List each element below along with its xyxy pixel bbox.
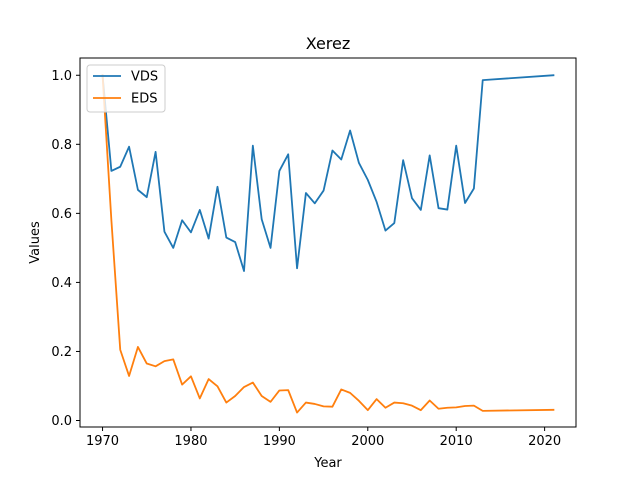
- y-tick-label: 0.6: [51, 207, 72, 222]
- x-tick-label: 2000: [351, 434, 384, 449]
- x-tick-label: 1990: [263, 434, 296, 449]
- y-tick-label: 0.4: [51, 276, 72, 291]
- plot-frame: [79, 57, 577, 428]
- y-axis-label: Values: [28, 221, 43, 264]
- chart-title: Xerez: [306, 34, 351, 53]
- y-tick-label: 0.0: [51, 414, 72, 429]
- plot-area: [79, 57, 577, 428]
- x-axis: 1970 1980 1990 2000 2010 2020: [86, 427, 561, 449]
- x-axis-label: Year: [313, 456, 342, 471]
- x-tick-label: 2020: [528, 434, 561, 449]
- series-line-vds: [101, 74, 555, 272]
- y-tick-label: 1.0: [51, 69, 72, 84]
- series-layer: [101, 74, 555, 414]
- x-tick-label: 2010: [440, 434, 473, 449]
- y-tick-label: 0.2: [51, 345, 72, 360]
- x-tick-label: 1970: [86, 434, 119, 449]
- y-axis: 0.0 0.2 0.4 0.6 0.8 1.0: [51, 69, 80, 429]
- legend-label-eds: EDS: [131, 92, 157, 107]
- series-line-eds: [101, 74, 555, 414]
- x-tick-label: 1980: [174, 434, 207, 449]
- y-tick-label: 0.8: [51, 138, 72, 153]
- legend: VDS EDS: [86, 64, 166, 113]
- legend-label-vds: VDS: [131, 70, 158, 85]
